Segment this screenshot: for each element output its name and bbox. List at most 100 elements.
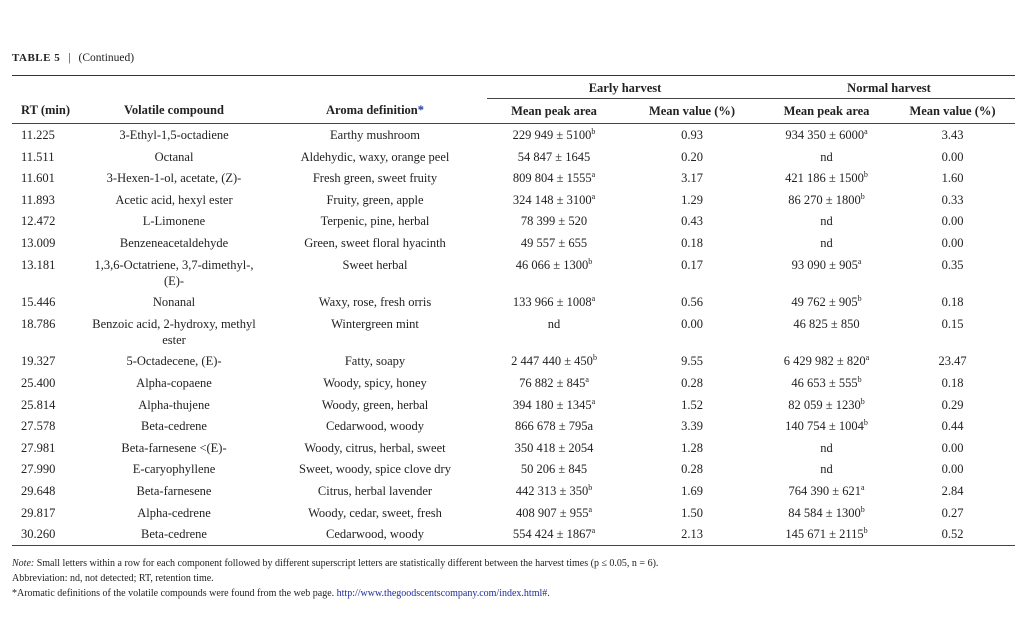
footnote-mark: *: [12, 588, 17, 599]
cell-rt: 13.009: [12, 232, 85, 254]
cell-early-area: 229 949 ± 5100b: [487, 124, 621, 146]
cell-value: 0.56: [681, 295, 703, 310]
cell-value: 1.52: [681, 397, 703, 412]
cell-value: 27.578: [21, 419, 56, 434]
table-row: 18.786 Benzoic acid, 2-hydroxy, methyl es…: [12, 313, 1015, 351]
significance-letter: b: [860, 396, 865, 406]
cell-value: 0.00: [941, 214, 964, 229]
significance-letter: b: [857, 374, 862, 384]
significance-letter: b: [592, 353, 597, 363]
cell-normal-pct: 2.84: [890, 480, 1015, 502]
cell-early-pct: 0.28: [621, 458, 763, 480]
table-row: 29.648 Beta-farnesene Citrus, herbal laven…: [12, 480, 1015, 502]
cell-normal-area: 934 350 ± 6000a: [763, 124, 890, 146]
cell-early-area: 133 966 ± 1008a: [487, 291, 621, 313]
cell-compound: 1,3,6-Octatriene, 3,7-dimethyl-, (E)-: [85, 254, 263, 292]
cell-early-pct: 1.28: [621, 437, 763, 459]
cell-value: 1.28: [681, 440, 703, 455]
cell-rt: 27.981: [12, 437, 85, 459]
cell-value: 0.43: [681, 214, 703, 229]
table-row: 27.578 Beta-cedrene Cedarwood, woody 866 67…: [12, 415, 1015, 437]
cell-value: 0.15: [941, 316, 964, 331]
cell-value: 442 313 ± 350: [515, 483, 589, 498]
cell-normal-area: 140 754 ± 1004b: [763, 415, 890, 437]
caption-text: (Continued): [78, 52, 135, 64]
cell-rt: 13.181: [12, 254, 85, 292]
cell-value: 0.33: [941, 192, 964, 207]
cell-normal-pct: 0.35: [890, 254, 1015, 292]
cell-value: nd: [820, 149, 833, 164]
cell-value: 3-Ethyl-1,5-octadiene: [119, 128, 229, 142]
col-header-rt: RT (min): [21, 103, 70, 118]
significance-letter: b: [857, 294, 862, 303]
cell-value: 324 148 ± 3100: [512, 192, 592, 207]
cell-early-area: 554 424 ± 1867a: [487, 523, 621, 545]
cell-value: Woody, cedar, sweet, fresh: [308, 505, 442, 520]
cell-normal-area: 46 653 ± 555b: [763, 372, 890, 394]
cell-normal-area: nd: [763, 458, 890, 480]
significance-letter: a: [591, 525, 596, 535]
cell-value: 0.27: [941, 505, 964, 520]
aroma-footnote-mark: *: [417, 103, 425, 118]
col-header-normal-area: Mean peak area: [783, 103, 870, 118]
cell-value: 5-Octadecene, (E)-: [126, 354, 222, 369]
significance-letter: b: [591, 126, 596, 136]
cell-rt: 25.400: [12, 372, 85, 394]
cell-rt: 27.578: [12, 415, 85, 437]
table-row: 19.327 5-Octadecene, (E)- Fatty, soapy 2 44…: [12, 350, 1015, 372]
cell-value: Fruity, green, apple: [326, 192, 424, 207]
cell-normal-pct: 0.15: [890, 313, 1015, 351]
cell-normal-pct: 0.52: [890, 523, 1015, 545]
cell-compound: Benzeneacetaldehyde: [85, 232, 263, 254]
cell-value: Octanal: [154, 149, 194, 164]
abbreviation-note: Abbreviation: nd, not detected; RT, rete…: [12, 573, 214, 584]
cell-value: Beta-farnesene <(E)-: [121, 440, 227, 455]
cell-normal-pct: 0.18: [890, 291, 1015, 313]
table-row: 25.400 Alpha-copaene Woody, spicy, honey 76…: [12, 372, 1015, 394]
cell-normal-pct: 0.29: [890, 394, 1015, 416]
cell-value: Alpha-cedrene: [137, 505, 211, 520]
cell-aroma: Wintergreen mint: [263, 313, 487, 351]
cell-aroma: Cedarwood, woody: [263, 415, 487, 437]
table-row: 11.893 Acetic acid, hexyl ester Fruity, gr…: [12, 189, 1015, 211]
cell-early-pct: 1.50: [621, 502, 763, 524]
cell-normal-area: 93 090 ± 905a: [763, 254, 890, 292]
cell-normal-pct: 0.33: [890, 189, 1015, 211]
cell-value: Cedarwood, woody: [326, 527, 424, 542]
cell-normal-area: 6 429 982 ± 820a: [763, 350, 890, 372]
cell-value: nd: [820, 214, 833, 229]
cell-value: L-Limonene: [142, 214, 206, 229]
note-text: Small letters within a row for each comp…: [34, 558, 659, 569]
cell-value: 49 762 ± 905: [791, 295, 858, 310]
cell-value: 3.43: [941, 128, 964, 142]
cell-value: 0.93: [681, 128, 703, 142]
cell-value: Woody, green, herbal: [321, 397, 429, 412]
table-row: 11.601 3-Hexen-1-ol, acetate, (Z)- Fresh g…: [12, 167, 1015, 189]
cell-value: 84 584 ± 1300: [788, 505, 861, 520]
cell-value: 394 180 ± 1345: [512, 397, 592, 412]
cell-value: Earthy mushroom: [330, 128, 420, 142]
cell-normal-area: 86 270 ± 1800b: [763, 189, 890, 211]
cell-aroma: Sweet herbal: [263, 254, 487, 292]
cell-rt: 11.225: [12, 124, 85, 146]
cell-aroma: Cedarwood, woody: [263, 523, 487, 545]
cell-aroma: Earthy mushroom: [263, 124, 487, 146]
cell-normal-pct: 1.60: [890, 167, 1015, 189]
cell-aroma: Fruity, green, apple: [263, 189, 487, 211]
cell-early-pct: 0.43: [621, 210, 763, 232]
cell-normal-area: 764 390 ± 621a: [763, 480, 890, 502]
cell-value: 133 966 ± 1008: [512, 295, 592, 310]
note-label: Note:: [12, 558, 35, 569]
table-row: 12.472 L-Limonene Terpenic, pine, herbal 78…: [12, 210, 1015, 232]
cell-value: 554 424 ± 1867: [512, 527, 592, 542]
goodscents-link[interactable]: http://www.thegoodscentscompany.com/inde…: [336, 588, 550, 599]
cell-value: 19.327: [21, 354, 56, 369]
cell-normal-pct: 0.00: [890, 146, 1015, 168]
cell-value: Woody, spicy, honey: [323, 375, 427, 390]
cell-early-pct: 0.28: [621, 372, 763, 394]
volatile-compounds-table: Early harvest Normal harvest RT (min) Vo…: [12, 78, 1016, 546]
cell-value: Citrus, herbal lavender: [317, 483, 433, 498]
cell-rt: 15.446: [12, 291, 85, 313]
table-row: 30.260 Beta-cedrene Cedarwood, woody 554 42…: [12, 523, 1015, 545]
cell-early-area: 46 066 ± 1300b: [487, 254, 621, 292]
